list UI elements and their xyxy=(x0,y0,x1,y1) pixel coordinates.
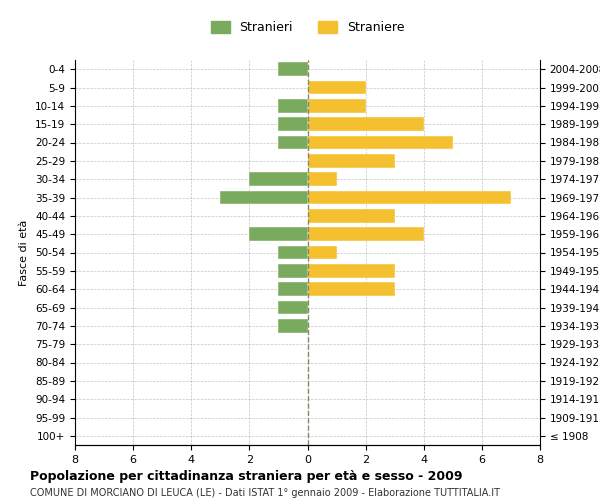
Legend: Stranieri, Straniere: Stranieri, Straniere xyxy=(206,16,409,39)
Bar xyxy=(308,136,453,149)
Bar xyxy=(278,99,308,112)
Bar xyxy=(308,190,511,204)
Bar xyxy=(308,246,337,260)
Bar xyxy=(278,319,308,332)
Bar xyxy=(278,282,308,296)
Bar xyxy=(278,136,308,149)
Y-axis label: Fasce di età: Fasce di età xyxy=(19,220,29,286)
Bar xyxy=(278,246,308,260)
Bar xyxy=(308,228,424,241)
Bar xyxy=(278,264,308,278)
Bar xyxy=(308,264,395,278)
Text: Popolazione per cittadinanza straniera per età e sesso - 2009: Popolazione per cittadinanza straniera p… xyxy=(30,470,463,483)
Bar xyxy=(278,118,308,131)
Bar xyxy=(308,209,395,222)
Bar xyxy=(308,282,395,296)
Bar xyxy=(278,62,308,76)
Bar xyxy=(308,99,365,112)
Text: COMUNE DI MORCIANO DI LEUCA (LE) - Dati ISTAT 1° gennaio 2009 - Elaborazione TUT: COMUNE DI MORCIANO DI LEUCA (LE) - Dati … xyxy=(30,488,500,498)
Bar xyxy=(308,118,424,131)
Bar xyxy=(308,80,365,94)
Bar xyxy=(220,190,308,204)
Bar xyxy=(250,172,308,186)
Bar xyxy=(308,154,395,168)
Bar xyxy=(308,172,337,186)
Bar xyxy=(278,300,308,314)
Bar xyxy=(250,228,308,241)
